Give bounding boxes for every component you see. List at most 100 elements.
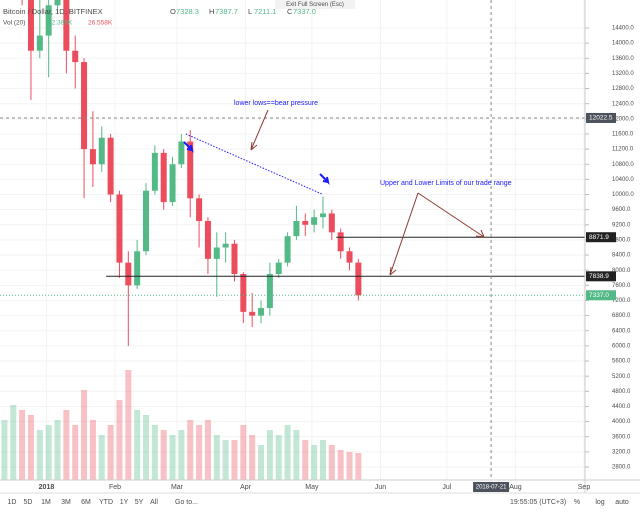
overlay xyxy=(0,0,585,480)
y-tick-label: 13600.0 xyxy=(612,56,634,62)
price-tag-label: 7337.0 xyxy=(589,292,609,299)
candle-body xyxy=(328,213,335,233)
candle-body xyxy=(54,0,61,6)
candle-pane xyxy=(21,0,362,346)
date-tag-label: 2018-07-21 xyxy=(476,485,507,491)
volume-bar xyxy=(311,445,318,480)
y-tick-label: 12800.0 xyxy=(612,86,634,92)
toolbar-button[interactable]: YTD xyxy=(99,499,113,506)
volume-bar xyxy=(36,430,43,480)
volume-bar xyxy=(293,430,300,480)
candle-body xyxy=(107,137,114,195)
toolbar-button[interactable]: 1D xyxy=(8,499,17,506)
legend: Bitcoin / Dollar, 1D, BITFINEX O 7328.3 H 73… xyxy=(3,7,316,27)
toolbar-button[interactable]: 5D xyxy=(24,499,33,506)
arrow xyxy=(250,109,269,151)
ohlc-value: 7387.7 xyxy=(215,7,238,16)
arrow xyxy=(389,192,485,276)
candle-body xyxy=(160,152,167,203)
volume-bar xyxy=(45,425,52,480)
volume-legend: 26.558K xyxy=(88,20,113,27)
toolbar-button[interactable]: 6M xyxy=(81,499,91,506)
y-tick-label: 14400.0 xyxy=(612,26,634,32)
price-tags: 8871.9 7838.9 7337.0 12022.5 2018-07-21 xyxy=(473,112,616,492)
volume-bar xyxy=(143,415,149,480)
volume-bar xyxy=(319,440,326,480)
y-tick-label: 6400.0 xyxy=(612,328,631,334)
volume-bar xyxy=(54,420,61,480)
y-tick-label: 8400.0 xyxy=(612,253,631,259)
toolbar-button[interactable]: auto xyxy=(615,499,629,506)
marker xyxy=(319,173,330,186)
volume-bar xyxy=(240,425,247,480)
y-tick-label: 4000.0 xyxy=(612,419,631,425)
y-tick-label: 11600.0 xyxy=(612,132,634,138)
candle-body xyxy=(266,273,273,309)
candle-body xyxy=(319,213,326,218)
volume-bar xyxy=(116,400,123,480)
candle-body xyxy=(27,0,34,51)
toolbar-button[interactable]: 5Y xyxy=(135,499,144,506)
candle-body xyxy=(116,194,123,263)
candle-body xyxy=(302,221,309,225)
volume-bar xyxy=(107,425,114,480)
y-tick-label: 6000.0 xyxy=(612,343,631,349)
volume-bar xyxy=(266,430,273,480)
marker xyxy=(183,141,194,154)
candle-body xyxy=(213,247,220,259)
volume-bar xyxy=(160,430,167,480)
ohlc-label: O xyxy=(170,7,176,16)
volume-bar xyxy=(10,405,17,480)
volume-legend: Vol (20) xyxy=(3,20,25,27)
volume-bar xyxy=(151,425,158,480)
price-tag-label: 7838.9 xyxy=(589,273,609,280)
candle-body xyxy=(72,50,79,63)
toolbar-button[interactable]: All xyxy=(150,499,158,506)
candle-body xyxy=(89,149,96,165)
x-tick-label: Jun xyxy=(375,484,386,491)
volume-bar xyxy=(81,390,88,480)
y-tick-label: 4800.0 xyxy=(612,389,631,395)
toolbar-button[interactable]: Go to... xyxy=(175,499,198,506)
toolbar-button[interactable]: 3M xyxy=(61,499,71,506)
toolbar-button[interactable]: 1M xyxy=(41,499,51,506)
candle-body xyxy=(178,141,185,165)
y-tick-label: 5200.0 xyxy=(612,374,631,380)
trendline xyxy=(185,133,324,195)
volume-bar xyxy=(204,420,211,480)
volume-bar xyxy=(63,410,70,480)
price-tag xyxy=(586,271,616,282)
candle-body xyxy=(293,221,300,237)
candle-body xyxy=(45,5,52,36)
y-tick-label: 9600.0 xyxy=(612,207,631,213)
toolbar-button[interactable]: log xyxy=(595,499,604,506)
price-tag xyxy=(586,232,616,243)
candle-body xyxy=(169,164,176,203)
x-tick-label: Feb xyxy=(109,484,121,491)
exit-fullscreen[interactable]: Exit Full Screen (Esc) xyxy=(286,2,344,8)
y-tick-label: 4400.0 xyxy=(612,404,631,410)
volume-bar xyxy=(337,450,344,480)
toolbar-buttons: 1D 5D 1M 3M 6M YTD 1Y 5Y All Go to... 19:55:05 (UT… xyxy=(8,499,629,506)
exit-button[interactable] xyxy=(275,0,355,9)
toolbar-button[interactable]: 1Y xyxy=(120,499,129,506)
volume-bar xyxy=(231,440,238,480)
volume-bar xyxy=(27,415,34,480)
toolbar-button[interactable]: % xyxy=(574,499,580,506)
ohlc-label: L xyxy=(248,7,252,16)
ohlc-label: H xyxy=(209,7,214,16)
y-tick-label: 2800.0 xyxy=(612,465,631,471)
y-tick-label: 13200.0 xyxy=(612,71,634,77)
volume-bar xyxy=(346,452,353,480)
ohlc-value: 7328.3 xyxy=(176,7,199,16)
candle-body xyxy=(355,262,362,296)
candle-body xyxy=(187,141,194,199)
grid xyxy=(0,0,585,480)
y-tick-label: 5600.0 xyxy=(612,359,631,365)
volume-bar xyxy=(89,420,96,480)
volume-bar xyxy=(302,440,309,480)
candle-body xyxy=(81,62,88,150)
candle-body xyxy=(240,273,247,312)
candle-body xyxy=(125,262,132,286)
candle-body xyxy=(134,251,141,286)
